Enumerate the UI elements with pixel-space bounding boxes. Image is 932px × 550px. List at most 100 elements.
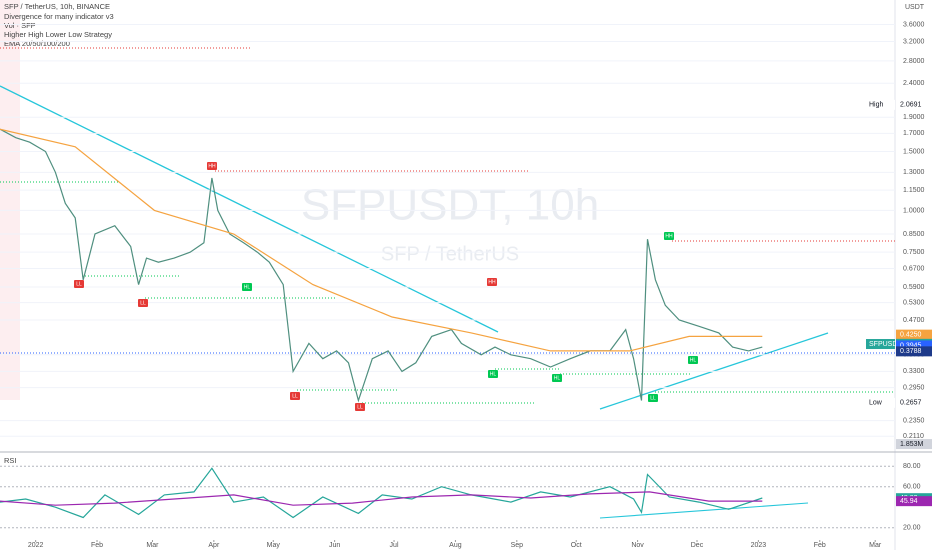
x-tick-label: Aug xyxy=(449,542,462,549)
price-tag-label: 0.2657 xyxy=(900,400,922,407)
y-tick-label: 0.2350 xyxy=(903,418,925,425)
annotation-box xyxy=(688,356,698,364)
y-tick-label: 2.4000 xyxy=(903,80,925,87)
annotation: LL xyxy=(140,300,146,306)
annotation-box xyxy=(138,299,148,307)
y-tick-label: 20.00 xyxy=(903,525,921,532)
annotation-box xyxy=(488,370,498,378)
watermark-sub: SFP / TetherUS xyxy=(381,243,519,265)
series-line xyxy=(0,491,763,506)
indicator: Divergence for many indicator v3 xyxy=(4,12,114,21)
annotation-box xyxy=(74,280,84,288)
price-tag-name-box xyxy=(866,339,895,350)
y-tick-label: 1.3000 xyxy=(903,169,925,176)
trend-line xyxy=(599,502,809,519)
y-tick-label: 1.0000 xyxy=(903,207,925,214)
annotation: HH xyxy=(488,279,496,285)
y-tick-label: 0.6700 xyxy=(903,265,925,272)
x-tick-label: Oct xyxy=(571,542,582,549)
x-tick-label: Sep xyxy=(511,542,524,549)
annotation: HH xyxy=(665,233,673,239)
y-tick-label: 80.00 xyxy=(903,463,921,470)
price-tag-label: 45.94 xyxy=(900,498,918,505)
y-tick-label: 0.7500 xyxy=(903,249,925,256)
symbol: SFP / TetherUS, 10h, BINANCE xyxy=(4,2,110,11)
annotation-box xyxy=(552,374,562,382)
price-tag xyxy=(896,496,932,507)
annotation-box xyxy=(648,394,658,402)
price-tag xyxy=(896,329,932,340)
price-tag xyxy=(896,340,932,351)
y-tick-label: 3.2000 xyxy=(903,38,925,45)
x-tick-label: Apr xyxy=(208,542,220,549)
x-tick-label: Feb xyxy=(91,542,103,549)
indicator: Higher High Lower Low Strategy xyxy=(4,30,112,39)
y-tick-label: 1.1500 xyxy=(903,187,925,194)
x-tick-label: May xyxy=(267,542,281,549)
annotation-box xyxy=(207,162,217,170)
watermark: SFPUSDT, 10h xyxy=(301,181,599,230)
annotation-box xyxy=(242,283,252,291)
annotation-box xyxy=(355,403,365,411)
pane-title: RSI xyxy=(4,456,17,465)
price-tag-label: 0.3788 xyxy=(900,348,922,355)
x-tick-label: 2022 xyxy=(28,542,44,549)
x-tick-label: Mar xyxy=(869,542,882,549)
y-tick-label: 0.5900 xyxy=(903,284,925,291)
x-tick-label: Jul xyxy=(390,542,399,549)
x-tick-label: Dec xyxy=(691,542,704,549)
y-tick-label: 0.2950 xyxy=(903,384,925,391)
price-tag xyxy=(896,397,932,408)
annotation-box xyxy=(487,278,497,286)
x-tick-label: Nov xyxy=(631,542,644,549)
x-tick-label: 2023 xyxy=(751,542,767,549)
indicator: EMA 20/50/100/200 xyxy=(4,39,70,48)
y-tick-label: 0.4700 xyxy=(903,317,925,324)
price-tag-label: 1.853M xyxy=(900,441,924,448)
annotation: LL xyxy=(76,281,82,287)
price-tag xyxy=(896,99,932,110)
annotation: HL xyxy=(690,357,697,363)
y-tick-label: 2.8000 xyxy=(903,58,925,65)
price-tag-name: Low xyxy=(869,400,883,407)
price-tag-name: High xyxy=(869,102,884,109)
session-shade xyxy=(0,0,20,400)
currency: USDT xyxy=(905,4,925,11)
y-tick-label: 0.3300 xyxy=(903,368,925,375)
y-tick-label: 0.8500 xyxy=(903,231,925,238)
annotation: HL xyxy=(244,284,251,290)
y-tick-label: 0.2110 xyxy=(903,433,924,440)
y-tick-label: 3.6000 xyxy=(903,21,925,28)
annotation: HH xyxy=(208,163,216,169)
annotation: HL xyxy=(490,371,497,377)
x-tick-label: Jun xyxy=(329,542,340,549)
price-tag xyxy=(896,439,932,450)
y-tick-label: 60.00 xyxy=(903,484,921,491)
annotation: LL xyxy=(650,395,656,401)
annotation-box xyxy=(664,232,674,240)
annotation: LL xyxy=(357,404,363,410)
x-tick-label: Feb xyxy=(814,542,826,549)
price-tag-name-box xyxy=(866,99,895,110)
price-tag-label: 2.0691 xyxy=(900,102,922,109)
legend: SFP / TetherUS, 10h, BINANCE Divergence … xyxy=(4,2,114,465)
series-line xyxy=(0,128,763,352)
price-tag-name-box xyxy=(866,397,895,408)
price-tag-label: 0.4250 xyxy=(900,331,922,338)
annotation: LL xyxy=(292,393,298,399)
y-tick-label: 1.9000 xyxy=(903,114,925,121)
y-tick-label: 1.5000 xyxy=(903,148,925,155)
annotation: HL xyxy=(554,375,561,381)
x-tick-label: Mar xyxy=(146,542,159,549)
annotation-box xyxy=(290,392,300,400)
series-line xyxy=(0,467,763,519)
series-line xyxy=(0,128,763,403)
price-tag-name: SFPUSDT xyxy=(869,341,902,348)
y-tick-label: 1.7000 xyxy=(903,130,925,137)
indicator: Vol · SFP xyxy=(4,21,36,30)
trend-line xyxy=(0,85,499,333)
price-tag-label: 0.3945 xyxy=(900,342,922,349)
y-tick-label: 0.5300 xyxy=(903,299,925,306)
price-tag xyxy=(896,346,932,357)
